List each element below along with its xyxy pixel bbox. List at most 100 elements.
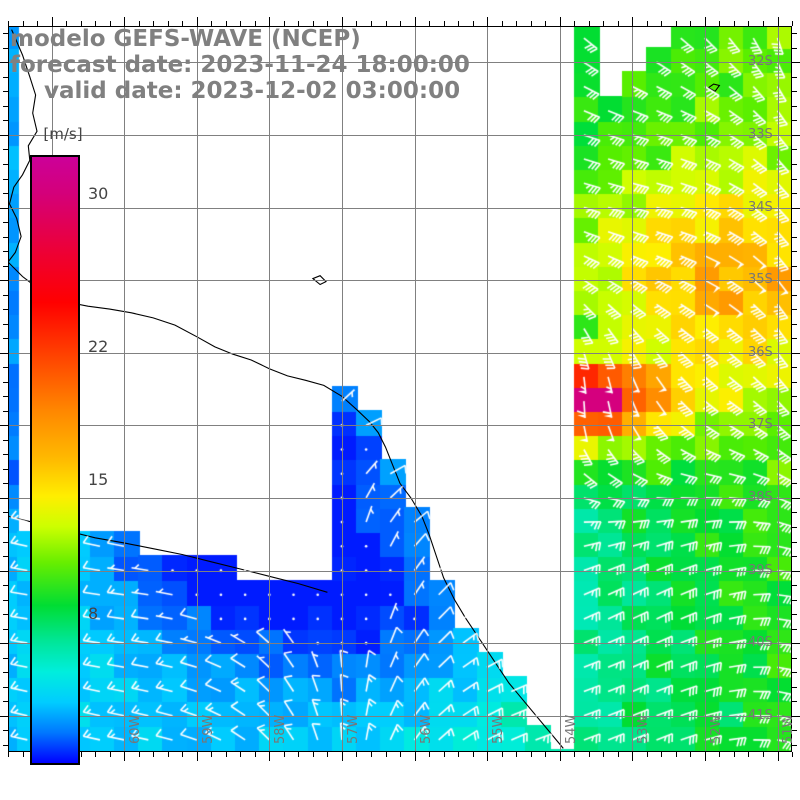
axis-tick xyxy=(646,752,648,757)
latitude-label: 35S xyxy=(748,272,773,288)
gridline-parallel xyxy=(8,207,792,209)
axis-tick xyxy=(3,410,8,412)
colorbar-unit-label: [m/s] xyxy=(43,125,83,143)
axis-tick xyxy=(138,21,140,26)
axis-tick xyxy=(458,21,460,26)
axis-tick xyxy=(792,570,800,572)
axis-tick xyxy=(356,752,358,757)
axis-tick xyxy=(792,105,797,107)
colorbar-tick-label: 30 xyxy=(88,184,109,204)
axis-tick xyxy=(458,752,460,757)
axis-tick xyxy=(211,21,213,26)
axis-tick xyxy=(733,752,735,757)
axis-tick xyxy=(792,134,800,136)
longitude-label: 54W xyxy=(563,714,579,744)
axis-tick xyxy=(559,752,561,761)
axis-tick xyxy=(792,439,797,441)
axis-tick xyxy=(371,21,372,26)
axis-tick xyxy=(792,643,800,645)
longitude-label: 53W xyxy=(636,714,652,744)
latitude-label: 33S xyxy=(748,126,773,142)
gridline-meridian xyxy=(487,26,489,752)
axis-tick xyxy=(763,21,764,26)
axis-tick xyxy=(792,715,800,717)
axis-tick xyxy=(327,21,329,26)
gridline-parallel xyxy=(8,280,792,282)
axis-tick xyxy=(792,614,797,616)
gridline-parallel xyxy=(8,643,792,645)
axis-tick xyxy=(3,657,8,659)
axis-tick xyxy=(0,497,8,499)
axis-tick xyxy=(211,752,213,757)
axis-tick xyxy=(312,21,314,26)
axis-tick xyxy=(792,497,800,499)
axis-tick xyxy=(0,134,8,136)
axis-tick xyxy=(240,21,242,26)
axis-tick xyxy=(792,483,797,485)
axis-tick xyxy=(792,541,797,543)
axis-tick xyxy=(341,17,343,26)
axis-tick xyxy=(225,752,227,757)
axis-tick xyxy=(269,752,271,761)
axis-tick xyxy=(792,556,797,557)
map-plot-area[interactable] xyxy=(8,26,792,752)
axis-tick xyxy=(254,21,256,26)
gridline-parallel xyxy=(8,62,792,64)
axis-tick xyxy=(153,752,155,757)
axis-tick xyxy=(792,410,797,412)
axis-tick xyxy=(777,752,779,761)
axis-tick xyxy=(690,21,692,26)
colorbar-tick-label: 22 xyxy=(88,336,109,356)
axis-tick xyxy=(153,21,155,26)
graticule xyxy=(8,26,792,752)
axis-tick xyxy=(501,21,503,26)
longitude-label: 60W xyxy=(128,714,144,744)
axis-tick xyxy=(661,21,663,26)
gridline-meridian xyxy=(341,26,343,752)
axis-tick xyxy=(3,338,8,340)
axis-tick xyxy=(792,744,797,746)
axis-tick xyxy=(3,381,8,383)
axis-tick xyxy=(8,752,9,757)
axis-tick xyxy=(792,730,797,732)
gridline-parallel xyxy=(8,715,792,717)
axis-tick xyxy=(3,599,8,601)
axis-tick xyxy=(3,91,8,93)
axis-tick xyxy=(0,352,8,354)
axis-tick xyxy=(0,62,8,64)
axis-tick xyxy=(792,265,797,267)
longitude-label: 52W xyxy=(708,714,724,744)
axis-tick xyxy=(138,752,140,757)
axis-tick xyxy=(3,614,8,616)
axis-tick xyxy=(530,21,532,26)
axis-tick xyxy=(719,752,721,757)
axis-tick xyxy=(733,21,735,26)
axis-tick xyxy=(3,628,8,630)
longitude-label: 55W xyxy=(491,714,507,744)
axis-tick xyxy=(661,752,663,757)
gridline-parallel xyxy=(8,497,792,499)
axis-tick xyxy=(792,222,797,223)
gridline-meridian xyxy=(196,26,198,752)
axis-tick xyxy=(792,91,797,93)
axis-tick xyxy=(792,468,797,470)
axis-tick xyxy=(269,17,271,26)
gridline-meridian xyxy=(269,26,271,752)
latitude-label: 32S xyxy=(748,54,773,70)
gridline-parallel xyxy=(8,425,792,427)
axis-tick xyxy=(37,21,38,26)
axis-tick xyxy=(792,701,797,703)
axis-tick xyxy=(617,752,619,757)
axis-tick xyxy=(792,352,800,354)
axis-tick xyxy=(3,251,8,253)
gridline-meridian xyxy=(632,26,634,752)
axis-tick xyxy=(196,17,198,26)
axis-tick xyxy=(3,468,8,470)
axis-tick xyxy=(3,309,8,311)
axis-tick xyxy=(675,21,677,26)
axis-tick xyxy=(792,628,797,630)
axis-tick xyxy=(341,752,343,761)
axis-tick xyxy=(792,686,797,688)
axis-tick xyxy=(3,222,8,223)
axis-tick xyxy=(8,21,9,26)
